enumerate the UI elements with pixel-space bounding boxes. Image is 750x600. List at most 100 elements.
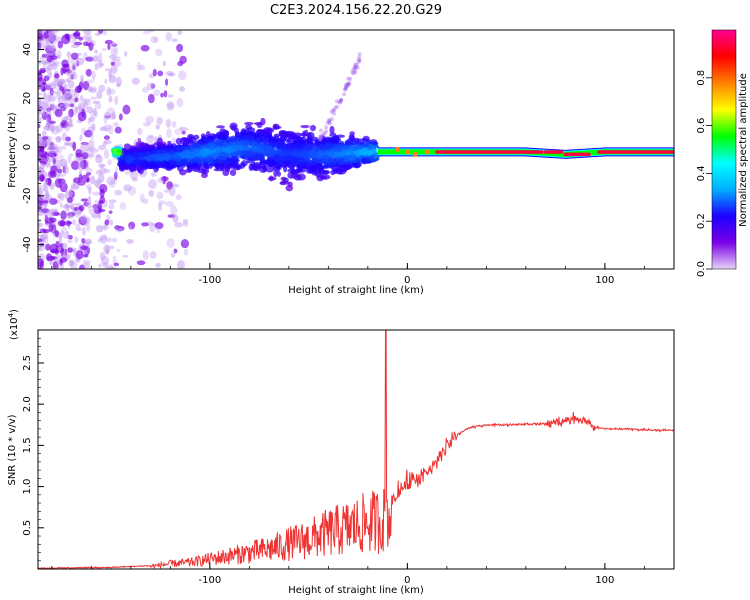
spectrogram-noise-blob [98, 84, 106, 93]
spectrogram-noise-blob [64, 122, 71, 132]
spectrogram-noise-blob [103, 149, 110, 159]
spectrogram-noise-blob [107, 113, 116, 120]
spectrogram-signal-blob [290, 158, 300, 162]
spectrogram-signal-blob [119, 154, 126, 160]
spectrogram-noise-blob [94, 199, 100, 205]
spectrogram-noise-blob [147, 134, 155, 139]
spectrogram-streak-blob [320, 132, 325, 137]
spectrogram-signal-blob [333, 137, 340, 145]
spectrogram-noise-blob [56, 193, 62, 199]
spectrogram-noise-blob [67, 247, 73, 253]
spectrogram-noise-blob [160, 92, 164, 98]
spectrogram-noise-blob [165, 118, 172, 128]
spectrogram-noise-blob [147, 93, 155, 104]
spectrogram-streak-blob [346, 76, 351, 81]
spectrogram-signal-blob [252, 165, 261, 172]
spectrogram-streak-blob [334, 99, 339, 104]
x-tick-label: 0 [404, 275, 410, 286]
spectrogram-signal-blob [216, 125, 226, 129]
spectrogram-signal-blob [339, 164, 347, 173]
spectrogram-noise-blob [59, 182, 68, 193]
spectrogram-noise-blob [153, 36, 159, 43]
spectrogram-signal-blob [353, 137, 360, 143]
spectrogram-noise-blob [107, 43, 111, 51]
spectrogram-noise-blob [84, 238, 93, 245]
spectrogram-noise-blob [49, 198, 58, 205]
snr-y-axis-label: SNR (10 * v/v) [7, 414, 18, 485]
spectrogram-noise-blob [69, 259, 73, 266]
spectrogram-signal-blob [192, 149, 201, 153]
spectrogram-streak-blob [346, 82, 351, 87]
spectrogram-signal-blob [280, 176, 287, 181]
spectrogram-noise-blob [49, 141, 55, 148]
spectrogram-signal-blob [179, 137, 190, 145]
spectrogram-signal-blob [234, 136, 241, 142]
spectrogram-noise-blob [52, 260, 59, 269]
y-tick-label: 0.5 [22, 520, 33, 536]
spectrogram-noise-blob [45, 66, 50, 73]
spectrogram-noise-blob [90, 148, 99, 153]
spectrogram-noise-blob [38, 41, 42, 51]
spectrogram-signal-blob [272, 156, 279, 161]
spectrogram-signal-blob [225, 145, 232, 154]
spectrogram-signal-blob [132, 166, 137, 172]
spectrogram-signal-blob [185, 168, 192, 173]
spectrogram-streak-blob [318, 134, 323, 139]
spectrogram-signal-blob [142, 161, 151, 167]
spectrogram-noise-blob [105, 264, 115, 269]
spectrogram-noise-blob [46, 102, 52, 108]
spectrogram-signal-blob [364, 152, 375, 156]
colorbar-label: Normalized spectral amplitude [738, 73, 749, 227]
spectrogram-noise-blob [77, 101, 85, 111]
spectrogram-noise-blob [128, 225, 133, 231]
spectrogram-noise-blob [82, 259, 91, 265]
spectrogram-streak-blob [342, 87, 347, 92]
spectrogram-noise-blob [158, 202, 163, 211]
spectrogram-noise-blob [55, 136, 62, 143]
spectrogram-noise-blob [44, 163, 52, 168]
spectrogram-noise-blob [50, 125, 55, 134]
spectrogram-x-axis-label: Height of straight line (km) [288, 285, 424, 296]
spectrogram-noise-blob [65, 121, 73, 128]
snr-multiplier-exponent: 4 [7, 312, 15, 317]
spectrogram-noise-blob [111, 41, 116, 48]
spectrogram-streak-blob [318, 136, 323, 141]
spectrogram-noise-blob [114, 171, 119, 176]
spectrogram-signal-blob [273, 133, 280, 138]
spectrogram-noise-blob [86, 222, 91, 232]
spectrogram-signal-blob [277, 137, 287, 142]
spectrogram-signal-blob [215, 163, 221, 170]
spectrogram-noise-blob [84, 240, 93, 245]
spectrogram-noise-blob [69, 261, 78, 269]
spectrogram-noise-blob [68, 98, 77, 105]
spectrogram-noise-blob [58, 234, 63, 244]
spectrogram-noise-blob [43, 200, 49, 204]
spectrogram-noise-blob [92, 100, 101, 104]
spectrogram-noise-blob [102, 124, 112, 132]
spectrogram-noise-blob [108, 210, 113, 214]
spectrogram-noise-blob [142, 30, 151, 35]
spectrogram-noise-blob [166, 180, 173, 190]
spectrogram-noise-blob [132, 177, 139, 182]
spectrogram-signal-blob [199, 145, 204, 150]
spectrogram-streak-blob [356, 57, 361, 62]
spectrogram-noise-blob [111, 178, 118, 184]
snr-panel: -100 0 100 0.5 1.0 1.5 2.0 2.5 Height of strai… [7, 309, 675, 596]
spectrogram-signal-blob [202, 158, 209, 162]
spectrogram-signal-blob [200, 133, 206, 139]
spectrogram-noise-blob [55, 241, 60, 248]
spectrogram-noise-blob [49, 146, 59, 154]
spectrogram-noise-blob [49, 185, 55, 190]
spectrogram-noise-blob [149, 251, 157, 259]
spectrogram-noise-blob [65, 220, 71, 227]
spectrogram-streak-blob [353, 62, 358, 67]
spectrogram-noise-blob [157, 70, 164, 77]
colorbar: 0.0 0.2 0.4 0.6 0.8 Normalized spectral ampl… [696, 29, 749, 277]
spectrogram-noise-blob [38, 187, 45, 195]
spectrogram-noise-blob [103, 135, 110, 140]
spectrogram-noise-blob [47, 177, 52, 187]
spectrogram-noise-blob [54, 229, 60, 238]
spectrogram-noise-blob [79, 134, 83, 142]
spectrogram-signal-blob [258, 145, 264, 151]
spectrogram-noise-blob [179, 127, 189, 132]
